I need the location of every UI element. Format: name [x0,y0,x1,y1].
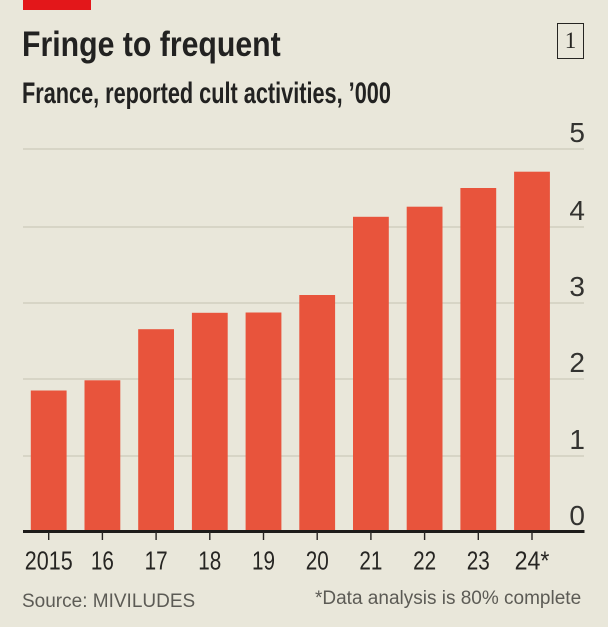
svg-text:18: 18 [198,546,221,576]
svg-text:16: 16 [91,546,114,576]
svg-text:5: 5 [569,117,585,148]
svg-text:24*: 24* [515,546,550,576]
svg-text:4: 4 [569,195,585,226]
svg-text:2: 2 [569,347,585,378]
svg-text:17: 17 [145,546,168,576]
svg-text:22: 22 [413,546,436,576]
svg-text:21: 21 [359,546,382,576]
svg-text:19: 19 [252,546,275,576]
svg-text:1: 1 [569,424,585,455]
svg-text:20: 20 [306,546,329,576]
svg-text:2015: 2015 [25,546,73,576]
svg-text:0: 0 [569,500,585,531]
svg-text:23: 23 [467,546,490,576]
svg-text:3: 3 [569,271,585,302]
